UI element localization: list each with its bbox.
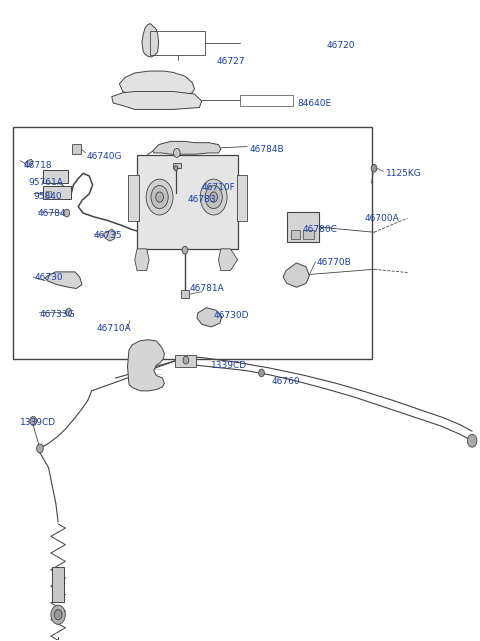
Bar	[12, 127, 372, 359]
Circle shape	[36, 444, 43, 453]
Text: 46710A: 46710A	[96, 324, 131, 333]
Circle shape	[30, 417, 36, 426]
Circle shape	[146, 179, 173, 215]
Text: 1125KG: 1125KG	[386, 169, 422, 178]
Text: 46718: 46718	[24, 161, 52, 170]
Circle shape	[200, 179, 227, 215]
Circle shape	[64, 209, 70, 217]
Polygon shape	[153, 142, 221, 154]
Circle shape	[210, 192, 217, 202]
Text: 46735: 46735	[94, 231, 123, 240]
Text: 46780C: 46780C	[302, 225, 337, 234]
Text: 46730: 46730	[34, 272, 63, 281]
Circle shape	[182, 246, 188, 254]
Polygon shape	[197, 308, 222, 327]
Bar	[175, 355, 196, 367]
Text: 46720: 46720	[326, 41, 355, 50]
Polygon shape	[142, 24, 158, 57]
Text: 46783: 46783	[187, 195, 216, 204]
Circle shape	[151, 185, 168, 208]
Bar	[180, 290, 189, 298]
Bar	[240, 96, 293, 106]
Bar	[43, 171, 68, 183]
Polygon shape	[135, 249, 149, 271]
Bar	[150, 31, 205, 55]
Bar	[291, 229, 300, 238]
Polygon shape	[218, 249, 238, 271]
Circle shape	[468, 435, 477, 447]
Text: 46770B: 46770B	[317, 258, 351, 267]
Circle shape	[183, 356, 189, 364]
Bar	[287, 212, 320, 242]
Circle shape	[371, 165, 377, 172]
Circle shape	[205, 185, 222, 208]
Bar	[52, 567, 64, 602]
Text: 1339CD: 1339CD	[20, 419, 56, 428]
Bar	[72, 144, 81, 154]
Polygon shape	[120, 71, 194, 97]
Circle shape	[174, 166, 178, 171]
Text: 46730D: 46730D	[214, 311, 249, 320]
Bar	[43, 186, 71, 199]
Polygon shape	[45, 272, 82, 288]
Circle shape	[156, 192, 163, 202]
Polygon shape	[104, 229, 116, 241]
Polygon shape	[128, 174, 140, 221]
Polygon shape	[237, 174, 247, 221]
Text: 46700A: 46700A	[364, 213, 399, 222]
Text: 46740G: 46740G	[87, 152, 122, 161]
Circle shape	[51, 605, 65, 624]
Circle shape	[259, 369, 264, 377]
Text: 46760: 46760	[271, 377, 300, 386]
Text: 95761A: 95761A	[28, 178, 63, 187]
Text: 95840: 95840	[33, 192, 62, 201]
Text: 84640E: 84640E	[298, 99, 332, 108]
Polygon shape	[137, 156, 238, 249]
Text: 46781A: 46781A	[190, 284, 225, 293]
Text: 1339CD: 1339CD	[211, 361, 247, 370]
Polygon shape	[283, 263, 310, 287]
Polygon shape	[112, 92, 202, 110]
Text: 46727: 46727	[216, 57, 245, 66]
Text: 46710F: 46710F	[202, 183, 236, 192]
Bar	[173, 163, 180, 169]
Circle shape	[54, 610, 62, 620]
Bar	[46, 190, 51, 197]
Text: 46784B: 46784B	[250, 145, 284, 154]
Circle shape	[66, 308, 72, 316]
Polygon shape	[128, 340, 164, 391]
Text: 46733G: 46733G	[40, 310, 75, 319]
Text: 46784: 46784	[38, 208, 67, 217]
Bar	[303, 229, 314, 238]
Polygon shape	[24, 160, 33, 167]
Circle shape	[173, 149, 180, 158]
